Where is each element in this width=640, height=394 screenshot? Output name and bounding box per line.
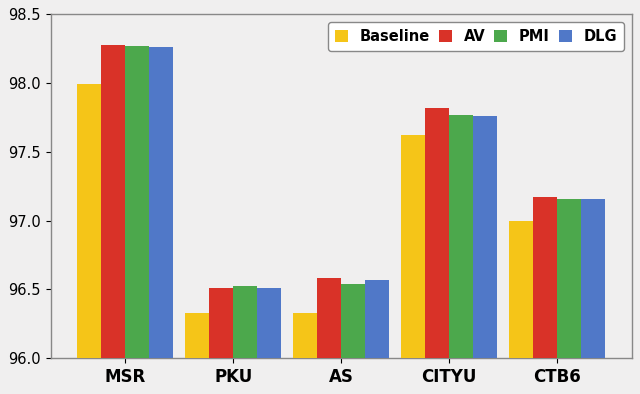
Bar xyxy=(449,115,473,358)
Bar xyxy=(401,135,425,358)
Bar xyxy=(185,312,209,358)
Bar xyxy=(341,284,365,358)
Bar xyxy=(533,197,557,358)
Bar xyxy=(365,280,389,358)
Bar xyxy=(557,199,581,358)
Bar xyxy=(209,288,233,358)
Bar xyxy=(101,45,125,358)
Bar xyxy=(149,47,173,358)
Bar xyxy=(233,286,257,358)
Bar xyxy=(425,108,449,358)
Bar xyxy=(257,288,281,358)
Bar xyxy=(77,84,101,358)
Bar xyxy=(125,46,149,358)
Legend: Baseline, AV, PMI, DLG: Baseline, AV, PMI, DLG xyxy=(328,22,625,51)
Bar xyxy=(293,312,317,358)
Bar xyxy=(581,199,605,358)
Bar xyxy=(317,278,341,358)
Bar xyxy=(509,221,533,358)
Bar xyxy=(473,116,497,358)
